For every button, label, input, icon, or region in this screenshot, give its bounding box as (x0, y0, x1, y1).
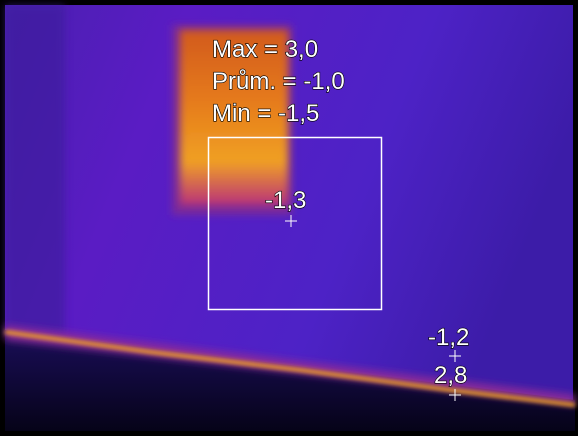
spot-label: -1,3 (265, 187, 306, 214)
spot-label: -1,2 (428, 324, 469, 351)
crosshairs (285, 215, 461, 401)
spot-label: 2,8 (434, 362, 467, 389)
stat-min: Min = -1,5 (212, 100, 319, 127)
baseboard-hot (4, 330, 576, 407)
stat-mean: Prům. = -1,0 (212, 68, 345, 95)
wall-shade (5, 5, 65, 335)
stat-max: Max = 3,0 (212, 36, 318, 63)
window (180, 30, 288, 205)
measurement-box (207, 136, 383, 311)
baseboard-glow (5, 325, 575, 405)
